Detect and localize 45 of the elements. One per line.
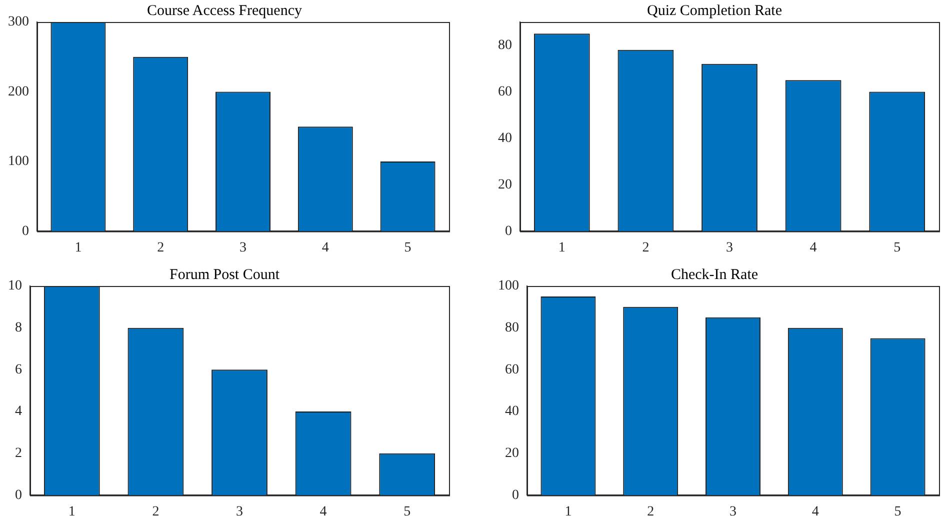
chart-title: Quiz Completion Rate xyxy=(647,2,782,19)
y-tick-label: 40 xyxy=(498,130,512,146)
x-tick-label: 3 xyxy=(726,240,733,256)
x-tick-label: 5 xyxy=(894,504,902,520)
x-tick-label: 2 xyxy=(647,504,654,520)
x-tick-label: 2 xyxy=(157,240,164,256)
y-tick-label: 4 xyxy=(15,404,22,420)
x-tick-label: 4 xyxy=(812,504,819,520)
x-tick-label: 1 xyxy=(564,504,572,520)
chart-title: Course Access Frequency xyxy=(147,2,302,19)
x-tick-label: 3 xyxy=(240,240,246,256)
y-tick-label: 0 xyxy=(512,488,519,503)
x-tick-label: 4 xyxy=(322,240,329,256)
y-tick-label: 0 xyxy=(22,224,29,239)
x-tick-label: 4 xyxy=(320,504,327,520)
y-tick-label: 6 xyxy=(15,362,22,378)
y-tick-label: 10 xyxy=(8,278,22,294)
x-tick-label: 3 xyxy=(236,504,243,520)
y-tick-label: 60 xyxy=(505,362,519,378)
y-tick-label: 20 xyxy=(505,446,519,462)
y-tick-label: 40 xyxy=(505,404,519,420)
x-tick-label: 4 xyxy=(810,240,817,256)
y-tick-label: 100 xyxy=(8,154,29,170)
y-tick-label: 0 xyxy=(15,488,22,503)
x-tick-label: 1 xyxy=(74,240,82,256)
y-tick-label: 20 xyxy=(498,177,512,192)
x-tick-label: 1 xyxy=(68,504,76,520)
chart-title: Forum Post Count xyxy=(169,266,280,283)
y-tick-label: 60 xyxy=(498,84,512,100)
y-tick-label: 80 xyxy=(498,38,512,53)
x-tick-label: 2 xyxy=(642,240,650,256)
x-tick-label: 3 xyxy=(730,504,736,520)
x-tick-label: 5 xyxy=(404,504,411,520)
x-tick-label: 1 xyxy=(558,240,566,256)
x-tick-label: 5 xyxy=(404,240,412,256)
y-tick-label: 8 xyxy=(15,320,22,336)
x-tick-label: 2 xyxy=(152,504,160,520)
y-tick-label: 100 xyxy=(498,278,519,294)
y-tick-label: 2 xyxy=(15,446,22,462)
chart-title: Check-In Rate xyxy=(670,266,758,283)
y-tick-label: 80 xyxy=(505,320,519,336)
x-tick-label: 5 xyxy=(894,240,901,256)
y-tick-label: 200 xyxy=(8,84,29,100)
y-tick-label: 0 xyxy=(505,224,512,239)
y-tick-label: 300 xyxy=(8,14,29,30)
